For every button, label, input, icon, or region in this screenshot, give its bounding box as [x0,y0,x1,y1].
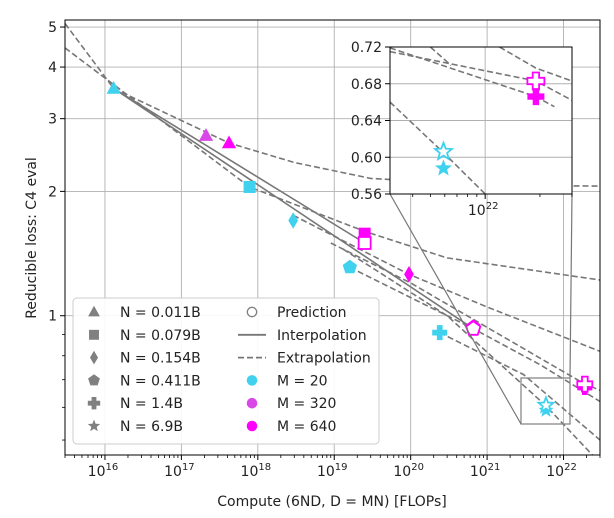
inset-y-ticks: 0.72 0.68 0.64 0.60 0.56 [351,40,390,203]
measured-triangle-marker [221,135,237,149]
inset-y-tick-label: 0.64 [351,114,382,130]
legend-model-size-label: N = 0.011B [120,305,201,321]
main-data-points [106,80,594,417]
y-tick-label: 4 [48,60,57,76]
measured-triangle-marker [106,80,121,94]
measured-triangle-marker [198,128,214,141]
legend-model-sizes: N = 0.011B N = 0.079B N = 0.154B N = 0.411B… [87,305,201,435]
x-tick-label: 1016 [88,462,119,480]
x-axis-ticks: 1016 1017 1018 1019 1020 1021 1022 [64,455,601,480]
legend-color-marker [246,397,258,409]
legend-style-label: M = 20 [277,373,328,389]
extrapolation-line [439,331,600,441]
legend: N = 0.011B N = 0.079B N = 0.154B N = 0.411B… [72,297,380,445]
legend-style-label: Prediction [277,305,347,321]
y-axis-ticks: 1 2 3 4 5 [48,20,65,441]
predicted-pentagon-marker [465,320,482,336]
legend-box [72,297,380,445]
interpolation-line [113,87,474,330]
x-tick-label: 1018 [241,462,272,480]
legend-plus-marker [87,397,101,410]
inset-predicted-star-marker [432,140,455,162]
measured-diamond-marker [288,212,299,229]
inset-x-tick-label: 1022 [468,201,499,219]
legend-style-label: Interpolation [277,328,367,344]
predicted-square-marker [357,236,372,250]
x-tick-label: 1021 [470,462,501,480]
inset-y-tick-label: 0.56 [351,187,382,203]
inset-x-ticks: 1022 [412,194,573,219]
inset-y-tick-label: 0.68 [351,77,382,93]
legend-model-size-label: N = 0.154B [120,351,201,367]
predicted-star-marker [536,394,556,414]
inset-y-tick-label: 0.60 [351,150,382,166]
legend-color-marker [246,420,258,432]
y-tick-label: 3 [48,112,57,128]
inset-extrapolation-line [429,47,452,66]
legend-style-label: M = 640 [277,419,336,435]
legend-prediction-marker [246,306,258,318]
y-tick-label: 5 [48,20,57,36]
inset-data-points [432,71,546,176]
x-tick-label: 1017 [164,462,195,480]
x-tick-label: 1022 [546,462,577,480]
legend-color-marker [246,375,258,386]
measured-plus-marker [432,325,448,341]
extrapolation-line [342,248,594,455]
legend-model-size-label: N = 1.4B [120,396,183,412]
zoom-region-box [520,377,571,425]
measured-diamond-marker [404,266,414,283]
x-tick-label: 1020 [393,462,424,480]
inset-measured-plus-marker [527,88,545,106]
legend-model-size-label: N = 6.9B [120,419,183,435]
legend-model-size-label: N = 0.079B [120,328,201,344]
legend-star-marker [87,419,101,432]
y-axis-label: Reducible loss: C4 eval [24,157,40,319]
measured-square-marker [243,180,256,193]
inset-measured-star-marker [435,159,452,176]
legend-square-marker [89,329,99,340]
zoom-connector-left [389,193,522,425]
predicted-plus-marker [576,375,594,393]
legend-style-label: Extrapolation [277,351,371,367]
x-axis-label: Compute (6ND, D = MN) [FLOPs] [217,494,446,510]
y-tick-label: 1 [48,309,57,325]
legend-styles: Prediction Interpolation Extrapolation M = … [238,305,371,435]
plot-frame [64,19,601,456]
legend-triangle-marker [88,305,100,317]
legend-style-label: M = 320 [277,396,336,412]
inset-y-tick-label: 0.72 [351,40,382,56]
extrapolation-line [349,266,600,403]
measured-pentagon-marker [342,259,357,274]
legend-pentagon-marker [88,374,100,386]
legend-model-size-label: N = 0.411B [120,373,201,389]
interpolation-line [113,87,366,244]
extrapolation-line [292,214,600,353]
inset-extrapolation-line [499,47,572,82]
zoom-connector-right [569,193,573,379]
x-tick-label: 1019 [317,462,348,480]
legend-diamond-marker [89,350,99,365]
y-tick-label: 2 [48,184,57,200]
